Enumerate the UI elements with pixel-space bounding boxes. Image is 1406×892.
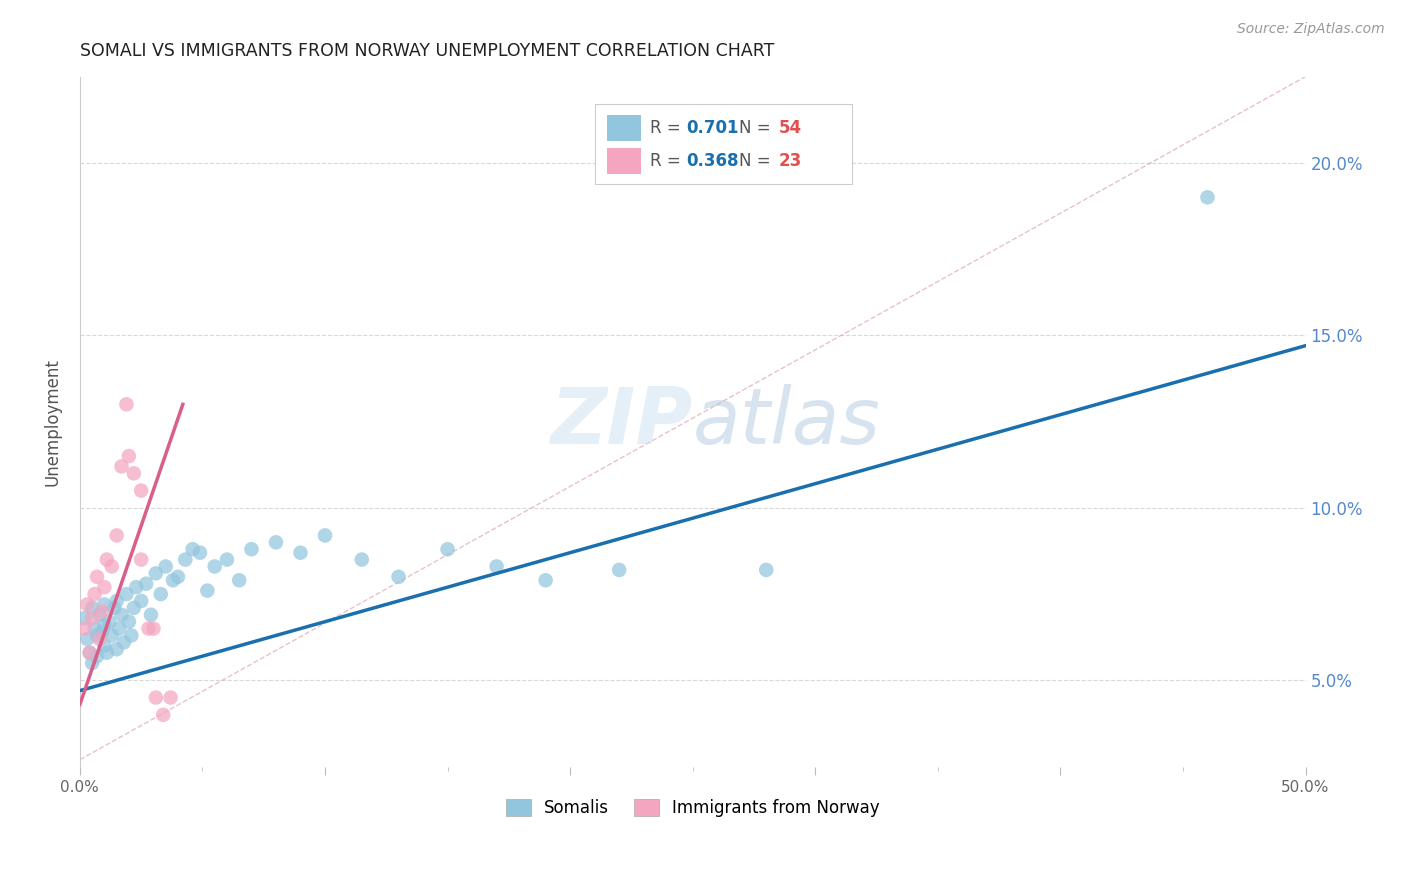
Text: atlas: atlas	[693, 384, 880, 459]
Point	[135, 576, 157, 591]
Point	[93, 598, 115, 612]
Point	[82, 600, 104, 615]
Point	[83, 587, 105, 601]
Point	[89, 632, 111, 646]
Point	[122, 600, 145, 615]
Point	[108, 622, 131, 636]
Text: N =: N =	[740, 119, 776, 136]
Point	[96, 552, 118, 566]
Point	[82, 611, 104, 625]
Point	[93, 639, 115, 653]
Point	[93, 580, 115, 594]
Point	[145, 690, 167, 705]
Point	[103, 600, 125, 615]
Point	[350, 552, 373, 566]
Text: Source: ZipAtlas.com: Source: ZipAtlas.com	[1237, 22, 1385, 37]
FancyBboxPatch shape	[607, 148, 641, 174]
Point	[86, 570, 108, 584]
Point	[215, 552, 238, 566]
Point	[122, 467, 145, 481]
Point	[138, 622, 160, 636]
FancyBboxPatch shape	[607, 114, 641, 141]
Point	[110, 607, 132, 622]
Point	[159, 690, 181, 705]
Point	[120, 628, 142, 642]
Point	[105, 528, 128, 542]
Point	[152, 707, 174, 722]
Point	[83, 622, 105, 636]
Point	[110, 459, 132, 474]
Point	[112, 635, 135, 649]
Point	[90, 604, 112, 618]
Point	[89, 607, 111, 622]
Point	[118, 615, 141, 629]
Point	[607, 563, 630, 577]
Point	[162, 574, 184, 588]
Text: SOMALI VS IMMIGRANTS FROM NORWAY UNEMPLOYMENT CORRELATION CHART: SOMALI VS IMMIGRANTS FROM NORWAY UNEMPLO…	[80, 42, 775, 60]
Text: R =: R =	[650, 152, 686, 169]
Point	[155, 559, 177, 574]
Point	[145, 566, 167, 581]
Point	[100, 559, 122, 574]
Point	[115, 397, 138, 411]
Text: 0.701: 0.701	[686, 119, 740, 136]
Point	[79, 646, 101, 660]
Point	[98, 615, 121, 629]
Text: 54: 54	[779, 119, 801, 136]
Point	[79, 646, 101, 660]
Text: 0.368: 0.368	[686, 152, 740, 169]
Point	[139, 607, 162, 622]
Point	[228, 574, 250, 588]
Point	[195, 583, 218, 598]
Point	[314, 528, 336, 542]
Text: N =: N =	[740, 152, 776, 169]
Point	[534, 574, 557, 588]
Point	[96, 646, 118, 660]
Point	[129, 483, 152, 498]
Point	[129, 594, 152, 608]
Text: 23: 23	[779, 152, 801, 169]
Point	[755, 563, 778, 577]
Y-axis label: Unemployment: Unemployment	[44, 358, 60, 485]
Point	[188, 546, 211, 560]
Point	[129, 552, 152, 566]
Point	[105, 642, 128, 657]
Point	[436, 542, 458, 557]
Point	[93, 618, 115, 632]
Point	[485, 559, 508, 574]
Text: ZIP: ZIP	[550, 384, 693, 459]
Point	[174, 552, 197, 566]
Point	[86, 649, 108, 664]
Point	[73, 611, 96, 625]
Point	[1197, 190, 1219, 204]
Point	[76, 598, 98, 612]
Point	[82, 656, 104, 670]
Text: R =: R =	[650, 119, 686, 136]
Point	[290, 546, 312, 560]
Point	[149, 587, 172, 601]
Point	[240, 542, 263, 557]
Point	[204, 559, 226, 574]
Point	[264, 535, 287, 549]
Point	[90, 625, 112, 640]
Point	[118, 449, 141, 463]
Point	[115, 587, 138, 601]
Point	[73, 622, 96, 636]
Point	[105, 594, 128, 608]
Point	[181, 542, 204, 557]
Point	[76, 632, 98, 646]
Point	[125, 580, 148, 594]
Legend: Somalis, Immigrants from Norway: Somalis, Immigrants from Norway	[499, 792, 887, 824]
Point	[142, 622, 165, 636]
Point	[387, 570, 409, 584]
FancyBboxPatch shape	[595, 104, 852, 184]
Point	[86, 628, 108, 642]
Point	[100, 628, 122, 642]
Point	[167, 570, 190, 584]
